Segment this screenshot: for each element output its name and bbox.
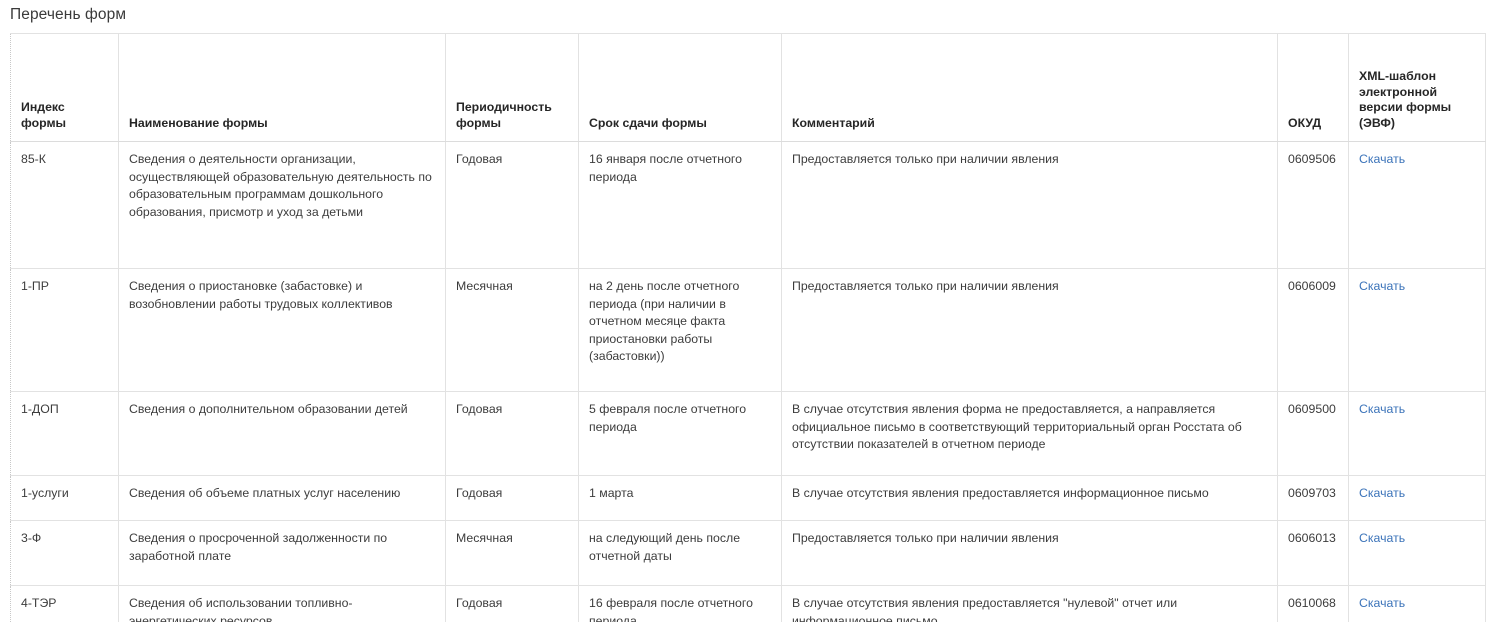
cell-form-comment: В случае отсутствия явления предоставляе… <box>781 585 1278 622</box>
cell-form-index: 3-Ф <box>10 520 119 586</box>
forms-table-container: Индекс формы Наименование формы Периодич… <box>0 33 1500 622</box>
download-link[interactable]: Скачать <box>1359 486 1406 500</box>
forms-table: Индекс формы Наименование формы Периодич… <box>10 33 1486 622</box>
cell-form-name: Сведения об использовании топливно-энерг… <box>118 585 446 622</box>
cell-form-xml: Скачать <box>1348 475 1486 521</box>
cell-form-deadline: 5 февраля после отчетного периода <box>578 391 782 476</box>
table-row: 85-К Сведения о деятельности организации… <box>10 141 1486 269</box>
cell-form-name: Сведения о дополнительном образовании де… <box>118 391 446 476</box>
column-header-index: Индекс формы <box>10 33 119 142</box>
table-row: 3-Ф Сведения о просроченной задолженност… <box>10 520 1486 586</box>
cell-form-comment: В случае отсутствия явления форма не пре… <box>781 391 1278 476</box>
cell-form-period: Годовая <box>445 475 579 521</box>
cell-form-period: Месячная <box>445 268 579 392</box>
cell-form-index: 4-ТЭР <box>10 585 119 622</box>
cell-form-deadline: 1 марта <box>578 475 782 521</box>
cell-form-okud: 0609703 <box>1277 475 1349 521</box>
cell-form-xml: Скачать <box>1348 268 1486 392</box>
cell-form-index: 1-ПР <box>10 268 119 392</box>
cell-form-okud: 0606009 <box>1277 268 1349 392</box>
download-link[interactable]: Скачать <box>1359 402 1406 416</box>
cell-form-comment: В случае отсутствия явления предоставляе… <box>781 475 1278 521</box>
column-header-period: Периодичность формы <box>445 33 579 142</box>
cell-form-comment: Предоставляется только при наличии явлен… <box>781 141 1278 269</box>
cell-form-period: Месячная <box>445 520 579 586</box>
cell-form-name: Сведения о просроченной задолженности по… <box>118 520 446 586</box>
cell-form-comment: Предоставляется только при наличии явлен… <box>781 520 1278 586</box>
table-row: 1-услуги Сведения об объеме платных услу… <box>10 475 1486 521</box>
column-header-okud: ОКУД <box>1277 33 1349 142</box>
cell-form-deadline: на 2 день после отчетного периода (при н… <box>578 268 782 392</box>
cell-form-index: 85-К <box>10 141 119 269</box>
column-header-comment: Комментарий <box>781 33 1278 142</box>
cell-form-period: Годовая <box>445 391 579 476</box>
cell-form-xml: Скачать <box>1348 141 1486 269</box>
cell-form-name: Сведения о приостановке (забастовке) и в… <box>118 268 446 392</box>
cell-form-index: 1-услуги <box>10 475 119 521</box>
cell-form-okud: 0609506 <box>1277 141 1349 269</box>
cell-form-xml: Скачать <box>1348 585 1486 622</box>
table-row: 4-ТЭР Сведения об использовании топливно… <box>10 585 1486 622</box>
table-header-row: Индекс формы Наименование формы Периодич… <box>10 33 1486 142</box>
cell-form-deadline: 16 февраля после отчетного периода <box>578 585 782 622</box>
column-header-deadline: Срок сдачи формы <box>578 33 782 142</box>
cell-form-deadline: на следующий день после отчетной даты <box>578 520 782 586</box>
cell-form-okud: 0606013 <box>1277 520 1349 586</box>
cell-form-period: Годовая <box>445 585 579 622</box>
download-link[interactable]: Скачать <box>1359 152 1406 166</box>
page-title: Перечень форм <box>10 6 127 23</box>
cell-form-name: Сведения об объеме платных услуг населен… <box>118 475 446 521</box>
table-body: 85-К Сведения о деятельности организации… <box>10 141 1486 622</box>
cell-form-okud: 0610068 <box>1277 585 1349 622</box>
cell-form-name: Сведения о деятельности организации, осу… <box>118 141 446 269</box>
cell-form-xml: Скачать <box>1348 391 1486 476</box>
cell-form-okud: 0609500 <box>1277 391 1349 476</box>
cell-form-xml: Скачать <box>1348 520 1486 586</box>
cell-form-period: Годовая <box>445 141 579 269</box>
download-link[interactable]: Скачать <box>1359 531 1406 545</box>
table-header: Индекс формы Наименование формы Периодич… <box>10 33 1486 142</box>
cell-form-deadline: 16 января после отчетного периода <box>578 141 782 269</box>
cell-form-comment: Предоставляется только при наличии явлен… <box>781 268 1278 392</box>
table-row: 1-ДОП Сведения о дополнительном образова… <box>10 391 1486 476</box>
column-header-xml: XML-шаблон электронной версии формы (ЭВФ… <box>1348 33 1486 142</box>
download-link[interactable]: Скачать <box>1359 279 1406 293</box>
table-row: 1-ПР Сведения о приостановке (забастовке… <box>10 268 1486 392</box>
download-link[interactable]: Скачать <box>1359 596 1406 610</box>
column-header-name: Наименование формы <box>118 33 446 142</box>
cell-form-index: 1-ДОП <box>10 391 119 476</box>
